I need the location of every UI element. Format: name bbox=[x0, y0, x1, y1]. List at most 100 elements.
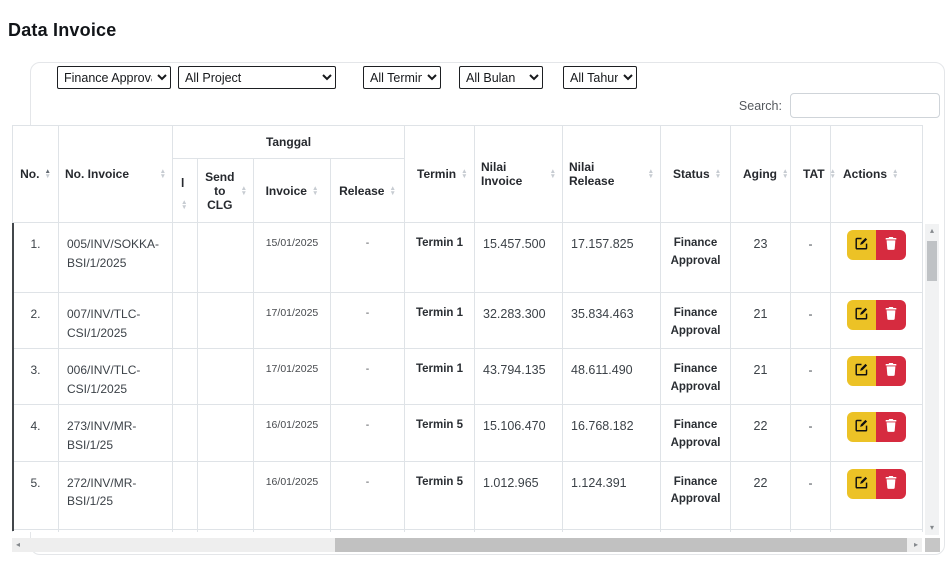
cell-aging: 23 bbox=[730, 528, 791, 532]
sort-icon: ▲ ▼ bbox=[181, 198, 188, 211]
sort-icon: ▲ ▼ bbox=[829, 168, 836, 180]
column-header-nilai-invoice[interactable]: Nilai Invoice ▲ ▼ bbox=[474, 125, 563, 223]
cell-aging: 22 bbox=[730, 460, 791, 530]
cell-status: Finance Approval bbox=[660, 404, 731, 462]
column-header-send-to-clg[interactable]: Send to CLG ▲ ▼ bbox=[197, 158, 254, 223]
column-header-no-invoice[interactable]: No. Invoice ▲ ▼ bbox=[58, 125, 173, 223]
cell-send-to-clg bbox=[197, 404, 254, 462]
status-filter-select[interactable]: Finance Approval bbox=[57, 66, 171, 89]
trash-icon bbox=[885, 307, 897, 323]
search-input[interactable] bbox=[790, 93, 940, 118]
column-group-tanggal: Tanggal bbox=[172, 125, 405, 159]
cell-clipped bbox=[172, 404, 198, 462]
cell-no: 1. bbox=[12, 222, 59, 293]
cell-nilai-invoice: 43.794.135 bbox=[474, 348, 563, 406]
edit-button[interactable] bbox=[847, 468, 876, 499]
sort-icon: ▲ ▼ bbox=[892, 168, 899, 180]
edit-button[interactable] bbox=[847, 356, 876, 387]
column-header-nilai-release[interactable]: Nilai Release ▲ ▼ bbox=[562, 125, 661, 223]
sort-icon: ▲ ▼ bbox=[782, 168, 789, 180]
cell-invoice-date: 16/01/2025 bbox=[253, 460, 331, 530]
cell-status: Finance Approval bbox=[660, 291, 731, 350]
cell-nilai-release: 17.157.825 bbox=[562, 222, 661, 293]
table-row: 3. 006/INV/TLC-CSI/1/2025 17/01/2025 - T… bbox=[12, 348, 923, 406]
scrollbar-corner bbox=[925, 538, 940, 552]
cell-release-date: - bbox=[330, 222, 405, 293]
column-header-invoice-date[interactable]: Invoice ▲ ▼ bbox=[253, 158, 331, 223]
column-header-actions[interactable]: Actions ▲ ▼ bbox=[830, 125, 923, 223]
vertical-scrollbar-thumb[interactable] bbox=[927, 241, 937, 281]
termin-filter-select[interactable]: All Termin bbox=[363, 66, 441, 89]
horizontal-scrollbar[interactable]: ◂ ▸ bbox=[12, 538, 922, 552]
vertical-scrollbar[interactable]: ▴ ▾ bbox=[925, 224, 939, 535]
cell-status: Finance Approval bbox=[660, 222, 731, 293]
cell-release-date: - bbox=[330, 291, 405, 350]
cell-termin: Termin 1 bbox=[404, 528, 475, 532]
cell-tat: - bbox=[790, 460, 831, 530]
column-header-aging[interactable]: Aging ▲ ▼ bbox=[730, 125, 791, 223]
pen-square-icon bbox=[855, 237, 868, 253]
scroll-up-icon[interactable]: ▴ bbox=[929, 226, 934, 235]
cell-no: 3. bbox=[12, 348, 59, 406]
column-header-tat[interactable]: TAT ▲ ▼ bbox=[790, 125, 836, 223]
cell-release-date: - bbox=[330, 528, 405, 532]
invoice-table-viewport[interactable]: No. ▲ ▼ No. Invoice ▲ ▼ Tanggal bbox=[12, 125, 923, 532]
column-header-clipped[interactable]: l ▲ ▼ bbox=[172, 158, 198, 223]
edit-button[interactable] bbox=[847, 230, 876, 260]
horizontal-scrollbar-thumb[interactable] bbox=[335, 538, 907, 552]
cell-clipped bbox=[172, 291, 198, 350]
cell-actions bbox=[830, 404, 923, 462]
scroll-down-icon[interactable]: ▾ bbox=[929, 523, 934, 532]
delete-button[interactable] bbox=[876, 300, 906, 330]
cell-aging: 21 bbox=[730, 291, 791, 350]
cell-tat: - bbox=[790, 404, 831, 462]
edit-button[interactable] bbox=[847, 412, 876, 443]
column-header-no[interactable]: No. ▲ ▼ bbox=[12, 125, 59, 223]
cell-termin: Termin 5 bbox=[404, 460, 475, 530]
delete-button[interactable] bbox=[876, 412, 906, 443]
pen-square-icon bbox=[855, 419, 868, 435]
sort-icon: ▲ ▼ bbox=[549, 168, 556, 180]
cell-nilai-invoice: 14.249.364 bbox=[474, 528, 563, 532]
scroll-right-icon[interactable]: ▸ bbox=[913, 540, 918, 549]
cell-tat: - bbox=[790, 222, 831, 293]
delete-button[interactable] bbox=[876, 356, 906, 387]
table-row: 2. 007/INV/TLC-CSI/1/2025 17/01/2025 - T… bbox=[12, 291, 923, 350]
scroll-left-icon[interactable]: ◂ bbox=[16, 540, 21, 549]
cell-nilai-release: 15.816.794 bbox=[562, 528, 661, 532]
project-filter-select[interactable]: All Project bbox=[178, 66, 336, 89]
tahun-filter-select[interactable]: All Tahun bbox=[563, 66, 637, 89]
cell-termin: Termin 1 bbox=[404, 348, 475, 406]
cell-nilai-invoice: 15.106.470 bbox=[474, 404, 563, 462]
cell-invoice-number: 273/INV/MR-BSI/1/25 bbox=[58, 404, 173, 462]
page-title: Data Invoice bbox=[8, 20, 117, 40]
sort-icon: ▲ ▼ bbox=[44, 168, 51, 180]
cell-release-date: - bbox=[330, 460, 405, 530]
cell-actions bbox=[830, 291, 923, 350]
delete-button[interactable] bbox=[876, 468, 906, 499]
column-header-termin[interactable]: Termin ▲ ▼ bbox=[404, 125, 475, 223]
delete-button[interactable] bbox=[876, 230, 906, 260]
cell-invoice-number: 272/INV/MR-BSI/1/25 bbox=[58, 460, 173, 530]
table-row: 5. 272/INV/MR-BSI/1/25 16/01/2025 - Term… bbox=[12, 460, 923, 530]
cell-clipped bbox=[172, 222, 198, 293]
cell-aging: 23 bbox=[730, 222, 791, 293]
cell-release-date: - bbox=[330, 404, 405, 462]
column-header-release-date[interactable]: Release ▲ ▼ bbox=[330, 158, 405, 223]
cell-actions bbox=[830, 222, 923, 293]
cell-nilai-release: 1.124.391 bbox=[562, 460, 661, 530]
trash-icon bbox=[885, 237, 897, 253]
cell-tat: - bbox=[790, 528, 831, 532]
cell-send-to-clg bbox=[197, 528, 254, 532]
cell-actions bbox=[830, 348, 923, 406]
cell-no: 4. bbox=[12, 404, 59, 462]
cell-invoice-date: 16/01/2025 bbox=[253, 404, 331, 462]
edit-button[interactable] bbox=[847, 300, 876, 330]
bulan-filter-select[interactable]: All Bulan bbox=[459, 66, 543, 89]
column-header-status[interactable]: Status ▲ ▼ bbox=[660, 125, 731, 223]
sort-icon: ▲ ▼ bbox=[389, 184, 396, 197]
trash-icon bbox=[885, 363, 897, 379]
trash-icon bbox=[885, 475, 897, 492]
cell-nilai-invoice: 32.283.300 bbox=[474, 291, 563, 350]
